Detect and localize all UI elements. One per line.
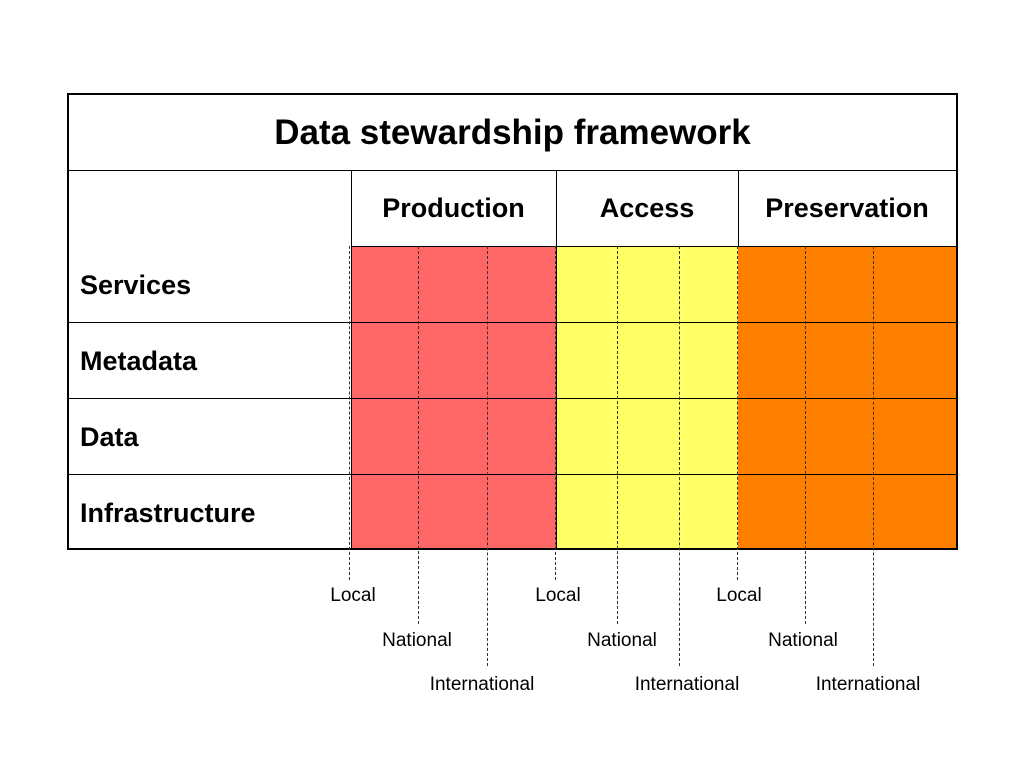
- dashed-line-production-national: [418, 246, 419, 624]
- dashed-line-preservation-national: [805, 246, 806, 624]
- table-title: Data stewardship framework: [69, 95, 956, 171]
- column-header-access: Access: [556, 171, 738, 247]
- row-label-infrastructure: Infrastructure: [80, 497, 256, 528]
- row-divider: [69, 322, 956, 323]
- row-divider: [69, 398, 956, 399]
- dashed-line-preservation-international: [873, 246, 874, 666]
- preservation-band: [738, 247, 956, 548]
- label-column-divider: [351, 247, 352, 548]
- dashed-line-access-national: [617, 246, 618, 624]
- scale-label-preservation-international: International: [815, 674, 921, 695]
- framework-table: Data stewardship framework Production Ac…: [67, 93, 958, 550]
- dashed-line-access-international: [679, 246, 680, 666]
- header-divider: [351, 171, 352, 247]
- row-label-data: Data: [80, 421, 139, 452]
- header-divider: [556, 171, 557, 548]
- scale-label-production-international: International: [429, 674, 535, 695]
- scale-label-access-national: National: [587, 630, 657, 651]
- column-header-production: Production: [351, 171, 556, 247]
- row-divider: [69, 474, 956, 475]
- scale-label-production-local: Local: [330, 585, 376, 606]
- header-divider: [738, 171, 739, 247]
- row-label-metadata: Metadata: [80, 345, 198, 376]
- column-header-preservation: Preservation: [738, 171, 956, 247]
- row-label-services: Services: [80, 269, 192, 300]
- production-band: [351, 247, 556, 548]
- scale-label-access-international: International: [634, 674, 740, 695]
- scale-label-production-national: National: [382, 630, 452, 651]
- dashed-line-access-local: [555, 246, 556, 580]
- scale-label-preservation-local: Local: [716, 585, 762, 606]
- dashed-line-preservation-local: [737, 246, 738, 580]
- scale-label-preservation-national: National: [768, 630, 838, 651]
- dashed-line-production-international: [487, 246, 488, 666]
- scale-label-access-local: Local: [535, 585, 581, 606]
- access-band: [556, 247, 738, 548]
- dashed-line-production-local: [349, 246, 350, 580]
